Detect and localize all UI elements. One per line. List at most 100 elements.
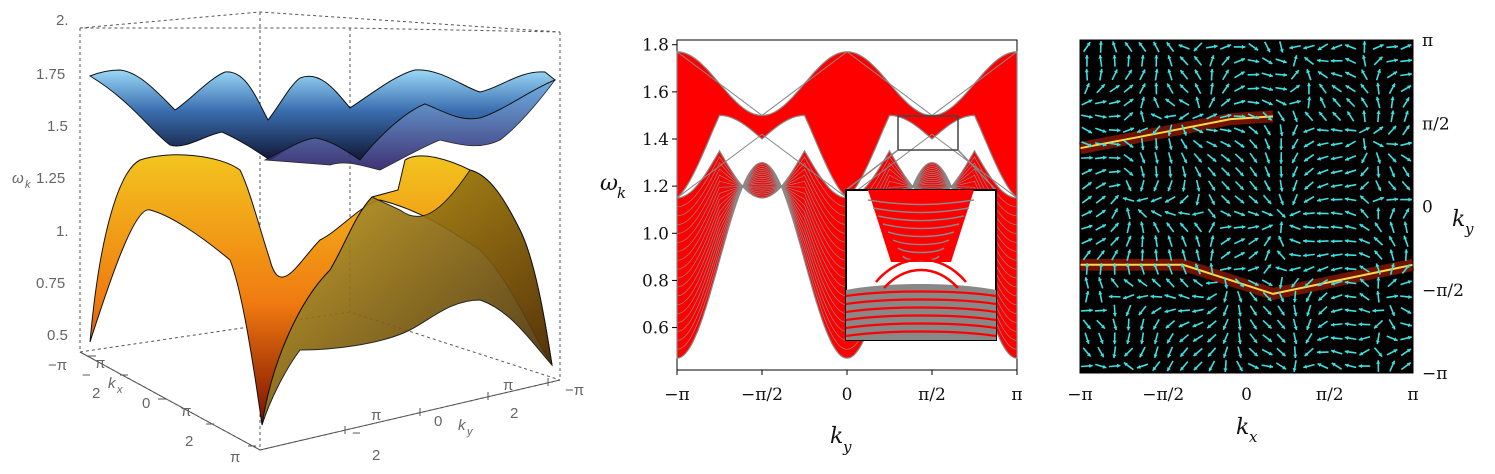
field-arrow: [1289, 266, 1301, 272]
band-edge: [761, 133, 848, 199]
kx-tick: π: [95, 355, 105, 372]
field-arrow: [1249, 166, 1258, 178]
field-arrow: [1138, 305, 1147, 316]
field-arrow: [1387, 180, 1397, 191]
field-arrow: [1208, 360, 1216, 372]
field-arrow: [1081, 210, 1093, 217]
field-arrow: [1110, 194, 1120, 205]
field-arrow: [1234, 140, 1245, 149]
field-arrow: [1261, 86, 1274, 92]
field-arrow: [1164, 210, 1176, 217]
field-arrow: [1140, 138, 1145, 150]
field-arrow: [1261, 279, 1273, 287]
field-arrow: [1095, 209, 1107, 218]
field-arrow: [1167, 124, 1173, 137]
field-arrow: [1179, 69, 1189, 80]
inset-line: [845, 306, 997, 314]
field-arrow: [1317, 266, 1329, 272]
field-arrow: [1205, 280, 1218, 286]
field-arrow: [1206, 113, 1218, 120]
field-arrow: [1303, 211, 1315, 216]
field-arrow: [1373, 347, 1383, 358]
field-arrow: [1330, 253, 1343, 258]
field-arrow: [1386, 197, 1399, 202]
inset-edge-state: [875, 258, 967, 283]
field-arrow: [1306, 68, 1312, 81]
field-arrow: [1194, 166, 1202, 178]
field-arrow: [1111, 207, 1119, 219]
field-arrow: [1192, 127, 1204, 134]
field-arrow: [1165, 277, 1175, 288]
field-arrow: [1081, 126, 1093, 134]
field-arrow: [1261, 210, 1274, 217]
field-arrow: [1372, 43, 1384, 50]
field-arrow: [1234, 180, 1245, 191]
field-arrow: [1179, 361, 1189, 372]
band-xlabel: k: [830, 424, 843, 449]
field-arrow: [1275, 266, 1287, 272]
field-arrow: [1178, 98, 1190, 106]
field-arrow: [1122, 196, 1135, 202]
field-arrow: [1233, 127, 1246, 134]
field-arrow: [1126, 318, 1131, 331]
field-arrow: [1233, 210, 1246, 217]
field-arrow: [1400, 43, 1412, 50]
field-arrow: [1181, 165, 1187, 178]
field-arrow: [1388, 83, 1396, 95]
field-arrow: [1220, 194, 1231, 205]
ky-axis: [259, 378, 561, 451]
field-arrow: [1237, 346, 1243, 359]
field-arrow: [1154, 54, 1159, 67]
field-arrow: [1262, 111, 1273, 121]
field-arrow: [1402, 207, 1410, 219]
field-arrow: [1150, 306, 1162, 315]
field-arrow: [1389, 166, 1396, 178]
field-arrow: [1139, 179, 1145, 192]
field-arrow: [1359, 195, 1370, 205]
field-arrow: [1179, 278, 1189, 288]
field-arrow: [1207, 166, 1217, 177]
field-arrow: [1153, 249, 1159, 261]
field-arrow: [1330, 183, 1343, 189]
field-arrow: [1262, 194, 1272, 205]
field-arrow: [1400, 348, 1412, 357]
field-arrow: [1330, 44, 1343, 50]
field-arrow: [1330, 58, 1343, 63]
field-arrow: [1081, 99, 1093, 106]
field-arrow: [1153, 332, 1159, 345]
field-arrow: [1289, 44, 1301, 50]
field-arrow: [1375, 68, 1381, 81]
field-arrow: [1279, 138, 1284, 150]
field-arrow: [1247, 113, 1260, 120]
field-arrow: [1098, 290, 1103, 303]
z-axis-label: ω: [12, 170, 24, 187]
field-arrow: [1151, 125, 1161, 136]
field-arrow: [1279, 152, 1284, 164]
field-arrow: [1192, 308, 1204, 314]
field-arrow: [1303, 195, 1315, 204]
band-edge: [931, 51, 1018, 116]
field-arrow: [1247, 58, 1260, 64]
field-arrow: [1317, 320, 1329, 329]
field-arrow: [1303, 167, 1314, 177]
field-arrow: [1083, 82, 1090, 95]
field-arrow: [1317, 155, 1329, 161]
field-arrow: [1386, 294, 1399, 299]
field-arrow: [1126, 54, 1131, 67]
field-arrow: [1108, 183, 1121, 188]
field-arrow: [1247, 362, 1260, 370]
field-arrow: [1249, 152, 1258, 164]
field-arrow: [1233, 114, 1246, 119]
ky-tick: π: [371, 407, 381, 424]
field-arrow: [1180, 138, 1188, 150]
vf-ylabel-sub: y: [1464, 220, 1474, 238]
field-arrow: [1402, 97, 1410, 108]
vector-field-plot: −π −π/2 0 π/2 π π π/2 0 −π/2 −π k x k y: [1067, 31, 1474, 446]
field-arrow: [1248, 195, 1259, 204]
field-arrow: [1082, 319, 1092, 330]
kx-tick-labels: −π − π 2 0 π 2 π k x: [48, 355, 240, 466]
field-arrow: [1389, 360, 1396, 372]
field-arrow: [1400, 197, 1412, 202]
field-arrow: [1233, 266, 1246, 271]
x-tick-label: π: [1011, 385, 1022, 405]
